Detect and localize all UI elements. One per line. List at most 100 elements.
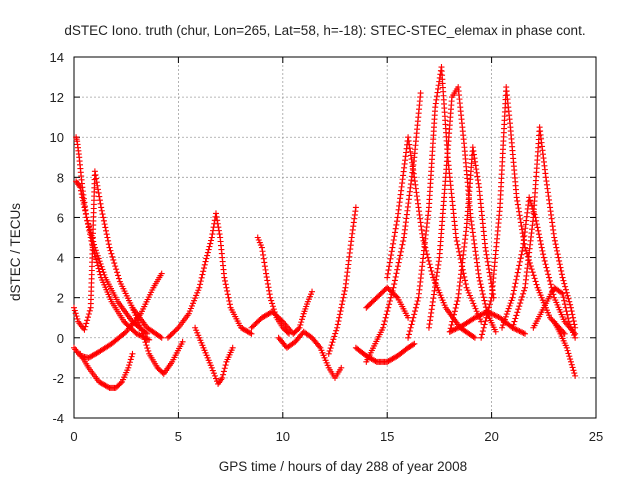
- data-point: [545, 271, 552, 278]
- y-tick-label: 12: [50, 90, 64, 105]
- data-point: [516, 208, 523, 215]
- data-point: [473, 169, 480, 176]
- data-point: [386, 263, 393, 270]
- data-point: [513, 194, 520, 201]
- data-point: [91, 241, 98, 248]
- data-point: [393, 221, 400, 228]
- data-point: [481, 297, 488, 304]
- y-tick-label: -4: [52, 411, 64, 426]
- data-point: [570, 367, 577, 374]
- data-point: [389, 244, 396, 251]
- y-axis-label: dSTEC / TECUs: [8, 203, 23, 301]
- data-point: [448, 328, 455, 335]
- data-point: [540, 251, 547, 258]
- data-point: [456, 324, 463, 331]
- data-point: [470, 333, 477, 340]
- data-point: [224, 287, 231, 294]
- data-point: [194, 289, 201, 296]
- data-point: [452, 304, 459, 311]
- data-point: [101, 271, 108, 278]
- data-point: [98, 263, 105, 270]
- data-point: [121, 329, 128, 336]
- data-point: [405, 331, 412, 338]
- data-point: [529, 269, 536, 276]
- data-point: [533, 217, 540, 224]
- data-point: [478, 334, 485, 341]
- data-point: [209, 367, 216, 374]
- data-point: [409, 159, 416, 166]
- data-point: [509, 294, 516, 301]
- data-point: [477, 281, 484, 288]
- data-point: [390, 237, 397, 244]
- data-point: [450, 315, 457, 322]
- data-point: [564, 347, 571, 354]
- data-point: [502, 313, 509, 320]
- data-point: [140, 333, 147, 340]
- data-point: [390, 240, 397, 247]
- data-point: [516, 212, 523, 219]
- data-point: [448, 321, 455, 328]
- data-point: [333, 327, 340, 334]
- data-point: [406, 145, 413, 152]
- data-point: [464, 287, 471, 294]
- data-point: [215, 227, 222, 234]
- data-point: [511, 283, 518, 290]
- data-point: [519, 329, 526, 336]
- data-point: [96, 258, 103, 265]
- data-point: [385, 304, 392, 311]
- data-point: [82, 323, 89, 330]
- data-point: [112, 263, 119, 270]
- data-point: [454, 298, 461, 305]
- data-point: [429, 271, 436, 278]
- data-point: [412, 308, 419, 315]
- data-point: [214, 220, 221, 227]
- data-point: [400, 238, 407, 245]
- data-point: [514, 269, 521, 276]
- data-point: [269, 303, 276, 310]
- data-point: [260, 255, 267, 262]
- data-point: [470, 300, 477, 307]
- data-point: [468, 295, 475, 302]
- x-axis: 0 5 10 15 20 25: [70, 57, 603, 444]
- data-point: [530, 272, 537, 279]
- data-point: [482, 318, 489, 325]
- data-point: [115, 275, 122, 282]
- data-point: [82, 207, 89, 214]
- data-point: [510, 287, 517, 294]
- data-point: [92, 171, 99, 178]
- data-point: [472, 158, 479, 165]
- data-point: [435, 82, 442, 89]
- data-point: [482, 248, 489, 255]
- data-point: [84, 317, 91, 324]
- data-point: [522, 330, 529, 337]
- data-point: [473, 308, 480, 315]
- series-21: [509, 124, 579, 331]
- data-point: [563, 308, 570, 315]
- data-point: [352, 204, 359, 211]
- data-point: [483, 314, 490, 321]
- data-point: [473, 314, 480, 321]
- data-point: [142, 339, 149, 346]
- data-point: [386, 298, 393, 305]
- data-point: [296, 324, 303, 331]
- data-point: [521, 287, 528, 294]
- data-point: [506, 302, 513, 309]
- data-point: [481, 310, 488, 317]
- data-point: [519, 293, 526, 300]
- series-11: [275, 328, 345, 381]
- data-point: [372, 358, 379, 365]
- data-point: [136, 332, 143, 339]
- data-point: [528, 266, 535, 273]
- data-point: [454, 241, 461, 248]
- data-point: [80, 201, 87, 208]
- chart-title: dSTEC Iono. truth (chur, Lon=265, Lat=58…: [64, 23, 585, 38]
- data-point: [516, 258, 523, 265]
- data-point: [566, 321, 573, 328]
- data-point: [71, 307, 78, 314]
- data-point: [491, 312, 498, 319]
- data-point: [535, 231, 542, 238]
- data-point: [484, 258, 491, 265]
- data-point: [471, 314, 478, 321]
- data-point: [213, 213, 220, 220]
- data-point: [564, 311, 571, 318]
